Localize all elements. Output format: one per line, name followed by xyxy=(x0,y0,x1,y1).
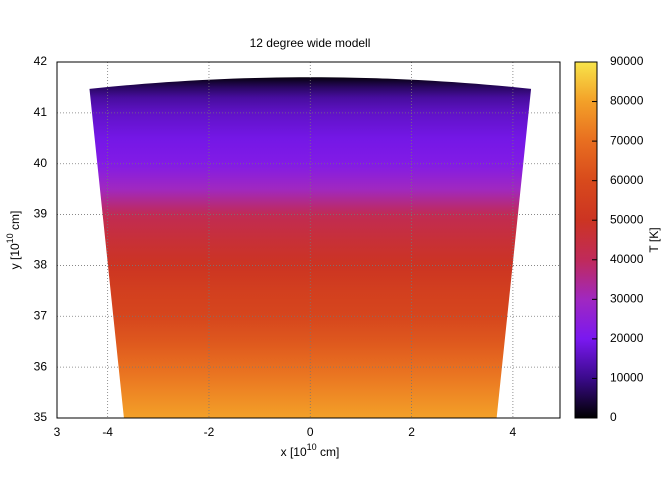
x-label-exp: 10 xyxy=(307,442,317,452)
colorbar-tick-label: 20000 xyxy=(610,331,644,345)
colorbar-tick-label: 0 xyxy=(610,410,617,424)
colorbar xyxy=(574,61,598,419)
colorbar-tick-label: 40000 xyxy=(610,252,644,266)
y-tick-label: 38 xyxy=(34,258,48,272)
colorbar-tick-label: 80000 xyxy=(610,94,644,108)
y-label-exp: 10 xyxy=(5,233,15,243)
x-tick-label: -4 xyxy=(102,425,113,439)
x-label-b: cm] xyxy=(317,445,340,459)
y-tick-label: 35 xyxy=(34,410,48,424)
colorbar-tick-label: 30000 xyxy=(610,292,644,306)
y-label-a: y [10 xyxy=(8,243,22,269)
colorbar-tick-label: 10000 xyxy=(610,371,644,385)
y-tick-label: 40 xyxy=(34,156,48,170)
plot-frame xyxy=(56,61,561,419)
colorbar-tick-label: 70000 xyxy=(610,133,644,147)
x-axis-label: x [1010 cm] xyxy=(281,442,340,459)
y-tick-label: 39 xyxy=(34,207,48,221)
plot-area xyxy=(89,77,532,418)
y-tick-label: 36 xyxy=(34,359,48,373)
y-tick-label: 37 xyxy=(34,308,48,322)
colorbar-tick-label: 90000 xyxy=(610,54,644,68)
colorbar-tick-label: 60000 xyxy=(610,173,644,187)
y-axis-label: y [1010 cm] xyxy=(5,211,22,270)
colorbar-label: T [K] xyxy=(647,227,661,252)
y-label-b: cm] xyxy=(8,211,22,234)
x-label-a: x [10 xyxy=(281,445,307,459)
x-tick-label: 4 xyxy=(510,425,517,439)
chart-title: 12 degree wide modell xyxy=(250,36,371,50)
x-tick-label: -2 xyxy=(204,425,215,439)
temperature-field xyxy=(89,77,532,418)
colorbar-tick-label: 50000 xyxy=(610,212,644,226)
y-tick-label: 42 xyxy=(34,54,48,68)
x-tick-label: 3 xyxy=(54,425,61,439)
x-tick-label: 2 xyxy=(408,425,415,439)
y-tick-label: 41 xyxy=(34,105,48,119)
x-tick-label: 0 xyxy=(307,425,314,439)
